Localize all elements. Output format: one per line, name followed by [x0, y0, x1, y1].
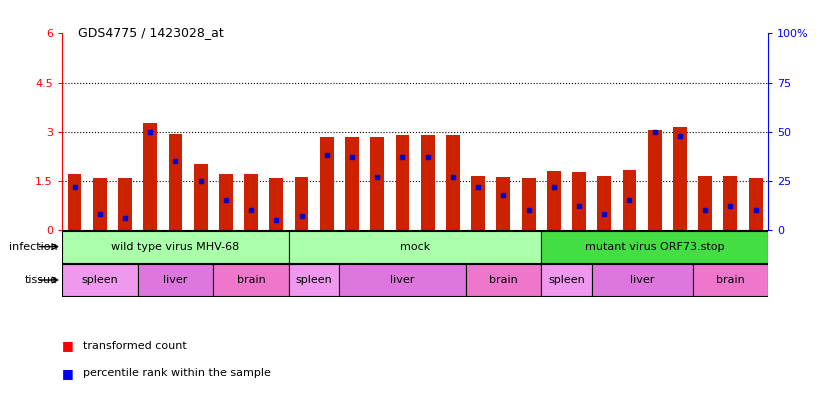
- Bar: [471, 176, 485, 230]
- Bar: [118, 178, 132, 230]
- Bar: [420, 135, 434, 230]
- Bar: [648, 130, 662, 230]
- Bar: [68, 174, 82, 230]
- Bar: [396, 135, 410, 230]
- Bar: [295, 177, 308, 230]
- Text: percentile rank within the sample: percentile rank within the sample: [83, 368, 270, 378]
- Bar: [541, 264, 591, 296]
- Bar: [724, 176, 738, 230]
- Text: mock: mock: [400, 242, 430, 252]
- Text: brain: brain: [489, 275, 518, 285]
- Bar: [692, 264, 768, 296]
- Text: spleen: spleen: [296, 275, 333, 285]
- Text: GDS4775 / 1423028_at: GDS4775 / 1423028_at: [78, 26, 224, 39]
- Bar: [591, 264, 692, 296]
- Bar: [339, 264, 466, 296]
- Bar: [466, 264, 541, 296]
- Text: infection: infection: [9, 242, 58, 252]
- Text: wild type virus MHV-68: wild type virus MHV-68: [112, 242, 240, 252]
- Text: spleen: spleen: [548, 275, 585, 285]
- Bar: [143, 123, 157, 230]
- Bar: [345, 136, 359, 230]
- Bar: [597, 176, 611, 230]
- Text: liver: liver: [164, 275, 188, 285]
- Text: brain: brain: [237, 275, 265, 285]
- Text: tissue: tissue: [25, 275, 58, 285]
- Bar: [93, 178, 107, 230]
- Bar: [320, 136, 334, 230]
- Bar: [541, 231, 768, 263]
- Bar: [289, 231, 541, 263]
- Bar: [62, 231, 289, 263]
- Bar: [138, 264, 213, 296]
- Bar: [698, 176, 712, 230]
- Bar: [269, 178, 283, 230]
- Bar: [572, 172, 586, 230]
- Text: liver: liver: [630, 275, 654, 285]
- Bar: [370, 136, 384, 230]
- Text: spleen: spleen: [82, 275, 118, 285]
- Bar: [213, 264, 289, 296]
- Bar: [623, 170, 636, 230]
- Bar: [289, 264, 339, 296]
- Text: ■: ■: [62, 339, 78, 353]
- Text: liver: liver: [390, 275, 415, 285]
- Bar: [219, 174, 233, 230]
- Text: mutant virus ORF73.stop: mutant virus ORF73.stop: [585, 242, 724, 252]
- Bar: [446, 135, 460, 230]
- Bar: [244, 174, 258, 230]
- Text: transformed count: transformed count: [83, 341, 187, 351]
- Bar: [547, 171, 561, 230]
- Bar: [62, 264, 138, 296]
- Text: brain: brain: [716, 275, 745, 285]
- Bar: [194, 164, 207, 230]
- Bar: [673, 127, 687, 230]
- Bar: [496, 177, 510, 230]
- Bar: [522, 178, 535, 230]
- Bar: [169, 134, 183, 230]
- Text: ■: ■: [62, 367, 78, 380]
- Bar: [748, 178, 762, 230]
